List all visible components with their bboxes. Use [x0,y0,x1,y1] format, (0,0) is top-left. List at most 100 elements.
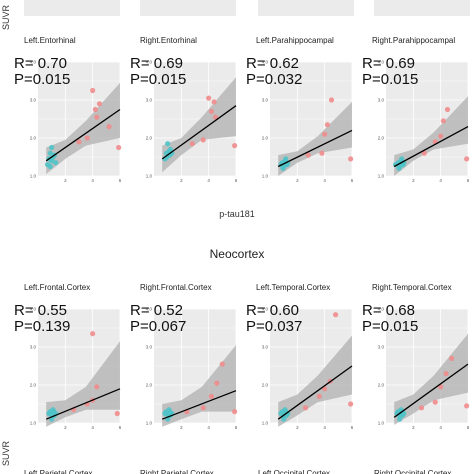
x-tick-label: 6 [351,425,354,430]
panel-8: Right.Temporal.Cortex 1.0 2.0 3.0 4.0 2 4 6 R= 0… [362,283,470,430]
data-point-group-b [324,122,330,128]
y-tick-label: 2.0 [146,136,153,141]
y-tick-label: 1.0 [146,174,153,179]
y-tick-label: 2.0 [378,136,385,141]
data-point-group-a [47,150,53,156]
panel-title: Right.Frontal.Cortex [140,283,212,292]
panel-4: Right.Parahippocampal 1.0 2.0 3.0 4.0 2 4 6 R= 0… [362,36,470,183]
data-point-group-b [211,99,217,105]
stat-r: R= 0.69 [362,55,415,72]
panel-1: Left.Entorhinal 1.0 2.0 3.0 4.0 2 4 6 R= 0.70P=0… [14,36,122,183]
panel-6: Right.Frontal.Cortex 1.0 2.0 3.0 4.0 2 4 6 R= 0.… [130,283,238,430]
section-title: Neocortex [210,247,265,261]
bottom-panel-title-1: Left.Parietal.Cortex [24,469,92,474]
x-tick-label: 4 [323,425,326,430]
regression-line [277,365,353,420]
stat-p: P=0.015 [362,318,418,335]
panel-title: Left.Entorhinal [24,36,76,45]
data-point-group-a [283,156,289,162]
data-point-group-b [322,131,328,137]
y-axis-label-bottom: SUVR [1,440,11,466]
stat-r: R= 0.52 [130,302,183,319]
data-point-group-b [84,135,90,141]
x-tick-label: 6 [235,425,238,430]
stat-r: R= 0.68 [362,302,415,319]
data-point-group-b [114,410,120,417]
panel-title: Left.Temporal.Cortex [256,283,330,292]
data-point-group-b [206,95,212,101]
data-point-group-a [47,163,53,170]
data-point-group-b [232,143,238,149]
data-point-group-b [208,393,214,399]
x-tick-label: 6 [467,425,470,430]
data-point-group-b [76,139,82,145]
data-point-group-b [94,114,100,120]
stub-panel-bg [24,0,120,16]
data-point-group-b [348,401,354,407]
y-tick-label: 4.0 [378,307,385,312]
panel-5: Left.Frontal.Cortex 1.0 2.0 3.0 4.0 2 4 6 R= 0.5… [14,283,122,430]
data-point-group-b [96,101,103,107]
data-point-group-a [167,409,173,415]
x-tick-label: 2 [412,178,415,183]
panel-title: Left.Parahippocampal [256,36,334,45]
x-tick-label: 2 [64,178,67,183]
data-point-group-b [333,312,339,318]
y-tick-label: 1.0 [262,421,269,426]
x-tick-label: 6 [119,178,122,183]
data-point-group-a [49,144,55,151]
data-point-group-b [212,114,219,120]
data-point-group-b [432,399,438,405]
data-point-group-b [348,156,354,162]
data-point-group-b [90,87,96,94]
y-tick-label: 1.0 [378,174,385,179]
stat-r: R= 0.62 [246,55,299,72]
data-point-group-b [200,405,206,411]
x-tick-label: 6 [119,425,122,430]
y-tick-label: 4.0 [378,60,385,65]
x-axis-label: p-tau181 [219,209,255,219]
data-point-group-b [90,331,96,337]
y-tick-label: 4.0 [30,307,37,312]
stub-panel-bg [140,0,236,16]
x-tick-label: 6 [235,178,238,183]
data-point-group-a [165,141,171,147]
y-tick-label: 1.0 [146,421,153,426]
x-tick-label: 2 [412,425,415,430]
data-point-group-b [443,371,449,377]
data-point-group-b [322,386,328,392]
stub-panel-bg [374,0,470,16]
data-point-group-b [116,144,122,151]
data-point-group-b [92,106,98,113]
data-point-group-a [400,162,406,168]
data-point-group-a [396,165,402,171]
data-point-group-b [328,97,335,103]
y-tick-label: 4.0 [146,307,153,312]
top-stub-panel-4 [374,0,470,16]
x-tick-label: 6 [467,178,470,183]
x-tick-label: 4 [323,178,326,183]
data-point-group-b [106,124,112,130]
y-tick-label: 2.0 [262,136,269,141]
x-tick-label: 4 [91,178,94,183]
confidence-band [278,335,352,427]
data-point-group-a [51,409,57,415]
data-point-group-b [302,405,309,411]
bottom-panel-title-4: Right.Occipital.Cortex [374,469,451,474]
data-point-group-b [94,384,100,390]
y-tick-label: 2.0 [30,136,37,141]
data-point-group-b [319,150,325,156]
regression-line [45,108,121,162]
panel-title: Right.Parahippocampal [372,36,455,45]
y-tick-label: 3.0 [378,98,385,103]
y-tick-label: 1.0 [378,421,385,426]
data-point-group-a [280,165,286,171]
y-tick-label: 1.0 [30,174,37,179]
x-tick-label: 2 [64,425,67,430]
y-tick-label: 4.0 [262,60,269,65]
x-tick-label: 2 [296,178,299,183]
data-point-group-a [281,416,287,422]
stub-panel-bg [258,0,354,16]
data-point-group-b [440,118,446,124]
